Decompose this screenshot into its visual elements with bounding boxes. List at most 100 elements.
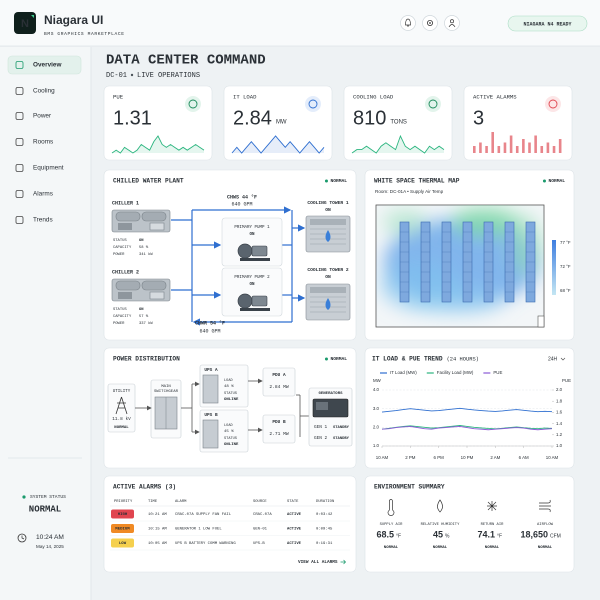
switchgear-label: MAIN xyxy=(161,385,171,389)
view-all-link[interactable]: VIEW ALL ALARMS xyxy=(298,560,338,565)
ups-field: STATUS xyxy=(224,392,237,396)
panel-title: ACTIVE ALARMS (3) xyxy=(113,484,176,491)
nav-label[interactable]: Trends xyxy=(33,217,53,224)
pdu-box xyxy=(262,414,296,444)
ups-load: 48 % xyxy=(224,385,234,389)
tower-name: COOLING TOWER 1 xyxy=(307,200,349,206)
x-tick-label: 10 AM xyxy=(376,455,389,460)
nav-label[interactable]: Alarms xyxy=(33,191,53,198)
panel-status: NORMAL xyxy=(548,178,565,184)
link-arrow xyxy=(340,559,347,565)
kpi-unit: MW xyxy=(276,120,287,126)
x-tick-label: 2 PM xyxy=(405,455,416,460)
ups-name: UPS B xyxy=(204,413,218,418)
chiller-compressor xyxy=(118,223,132,230)
alarm-cell: ACTIVE xyxy=(287,513,302,517)
kpi-icon xyxy=(185,96,201,112)
kpi-icon-glyph xyxy=(188,99,198,109)
pump-base xyxy=(240,308,270,311)
column-header: PRIORITY xyxy=(114,500,133,504)
supply-flow: 640 GPM xyxy=(231,201,252,207)
env-value: 18,650 xyxy=(520,529,548,539)
alarm-cell: 10:21 AM xyxy=(148,513,167,517)
chiller-field: STATUS xyxy=(113,239,127,243)
y2-tick-label: 1.0 xyxy=(556,443,563,448)
gen-name: GEN 1 xyxy=(314,425,328,430)
panel-status-dot xyxy=(324,179,328,183)
alarm-cell: CRAC-07A SUPPLY FAN FAIL xyxy=(175,513,232,517)
alarm-bar xyxy=(528,142,531,153)
y-tick-label: 2.0 xyxy=(373,424,380,429)
chiller-field: STATUS xyxy=(113,308,127,312)
x-tick-label: 2 AM xyxy=(490,455,500,460)
priority-badge xyxy=(111,524,134,533)
airflow-icon xyxy=(539,499,551,513)
n4-badge xyxy=(507,15,588,32)
legend-label: IT Load (MW) xyxy=(390,370,417,375)
pdu-box xyxy=(262,367,296,397)
kpi-icon-glyph xyxy=(308,99,318,109)
nav-icon xyxy=(15,61,24,69)
panel-status: NORMAL xyxy=(330,178,347,184)
nav-label[interactable]: Equipment xyxy=(33,165,64,172)
temp-legend-label: 68 °F xyxy=(560,288,571,293)
nav-label[interactable]: Cooling xyxy=(33,88,55,95)
water-drop xyxy=(325,298,331,310)
y2-tick-label: 2.0 xyxy=(556,387,563,392)
nav-label[interactable]: Power xyxy=(33,113,52,120)
priority-label: MEDIUM xyxy=(115,528,130,532)
sparkline xyxy=(111,135,205,154)
tower-name: COOLING TOWER 2 xyxy=(307,267,349,273)
kpi-card xyxy=(463,85,573,161)
legend-label: PUE xyxy=(493,370,502,375)
gen-state: STANDBY xyxy=(333,426,350,430)
alarms-panel xyxy=(103,475,357,573)
utility-name: UTILITY xyxy=(113,390,131,394)
alarm-bar xyxy=(509,135,513,153)
n4-badge-text: NIAGARA N4 READY xyxy=(523,21,571,27)
clock-date: May 14, 2025 xyxy=(36,544,64,549)
nav-label[interactable]: Overview xyxy=(33,62,61,69)
chiller-shell xyxy=(115,211,141,222)
kpi-icon xyxy=(305,96,321,112)
temp-legend-bar xyxy=(552,240,556,295)
pdu-load: 2.71 MW xyxy=(269,431,289,437)
column-header: STATE xyxy=(287,500,299,504)
alarm-cell: GENERATOR 1 LOW FUEL xyxy=(175,528,222,532)
chiller-value: 57 % xyxy=(139,315,149,319)
y2-axis-label: PUE xyxy=(562,378,571,383)
nav-label[interactable]: Rooms xyxy=(33,139,53,146)
panel-title: CHILLED WATER PLANT xyxy=(113,178,184,185)
status-value: NORMAL xyxy=(29,504,61,514)
gear-icon xyxy=(429,22,431,24)
alarm-bar xyxy=(491,132,494,153)
trend-panel xyxy=(364,347,575,469)
water-drop xyxy=(325,230,331,242)
thermal-caption: Room: DC-01A • Supply Air Temp xyxy=(375,189,444,194)
pdu-load: 2.84 MW xyxy=(269,384,289,390)
range-select[interactable]: 24H xyxy=(548,356,558,362)
y2-tick-label: 1.2 xyxy=(556,432,563,437)
alarm-cell: UPS B BATTERY COMM WARNING xyxy=(175,542,236,546)
separator-dot xyxy=(130,73,134,77)
chiller-field: POWER xyxy=(113,253,125,257)
pump-name: PRIMARY PUMP 2 xyxy=(234,276,270,280)
y2-tick-label: 1.8 xyxy=(556,398,563,403)
y-tick-label: 4.0 xyxy=(373,387,380,392)
logo-accent xyxy=(31,15,34,18)
chiller-value: ON xyxy=(139,308,144,312)
env-label: SUPPLY AIR xyxy=(380,523,404,527)
env-unit: % xyxy=(445,533,450,539)
chiller-panel xyxy=(149,222,165,231)
page-title: DATA CENTER COMMAND xyxy=(106,53,266,69)
alarm-cell: ACTIVE xyxy=(287,542,302,546)
clock-icon xyxy=(17,533,27,543)
ups-name: UPS A xyxy=(204,368,218,373)
kpi-value: 3 xyxy=(473,107,484,129)
kpi-icon xyxy=(545,96,561,112)
temp-legend-label: 77 °F xyxy=(560,240,571,245)
priority-badge xyxy=(111,509,134,519)
gen-state: STANDBY xyxy=(333,437,350,441)
alarm-bar xyxy=(534,135,537,153)
